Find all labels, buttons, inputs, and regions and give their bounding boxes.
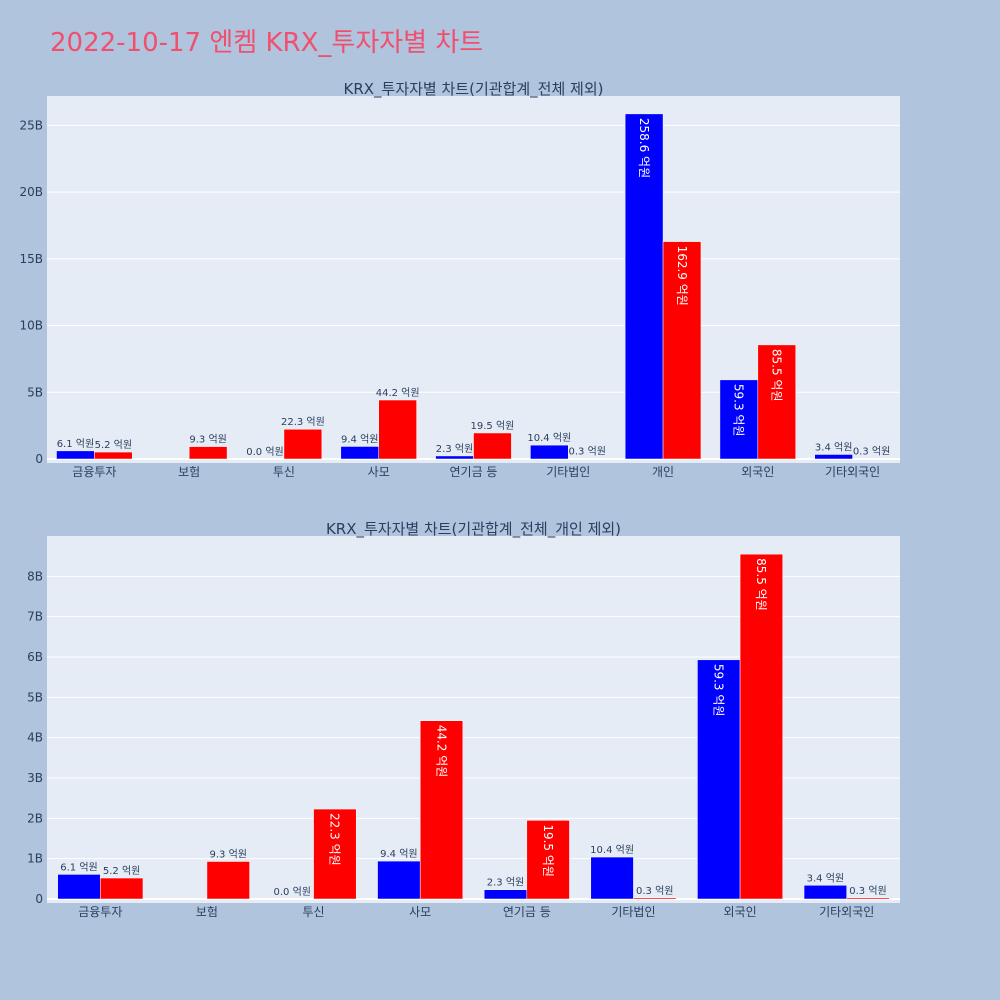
sell-bar [283, 428, 323, 460]
x-tick-label: 기타외국인 [825, 465, 880, 479]
sell-bar [100, 877, 144, 900]
x-tick-label: 연기금 등 [450, 465, 498, 479]
y-tick-label: 1B [27, 852, 43, 866]
x-tick-label: 기타법인 [611, 905, 655, 919]
sell-bar [633, 897, 677, 900]
chart-1: 0 5B 10B 15B 20B 25B KRX_투자자별 차트(기관합계_전체 제외) 금융… [19, 80, 900, 479]
buy-bar [57, 874, 101, 900]
x-tick-label: 사모 [409, 905, 431, 919]
buy-bar [377, 860, 421, 900]
data-label: 22.3 억원 [328, 813, 342, 866]
data-label: 44.2 억원 [434, 725, 448, 778]
data-label: 0.3 억원 [853, 446, 890, 458]
y-tick-label: 25B [19, 118, 43, 132]
data-label: 9.4 억원 [380, 848, 417, 860]
buy-bar [56, 450, 95, 460]
data-label: 9.3 억원 [210, 848, 247, 860]
sell-bar [739, 553, 783, 900]
data-label: 10.4 억원 [590, 844, 634, 856]
y-tick-label: 6B [27, 650, 43, 664]
data-label: 10.4 억원 [527, 432, 571, 444]
data-label: 0.0 억원 [246, 446, 283, 458]
data-label: 59.3 억원 [712, 664, 726, 717]
sell-bar [757, 344, 796, 460]
buy-bar [814, 454, 853, 460]
x-tick-label: 보험 [196, 905, 218, 919]
chart-title: KRX_투자자별 차트(기관합계_전체 제외) [344, 80, 604, 99]
buy-bar [590, 856, 634, 900]
x-tick-label: 투신 [303, 905, 325, 919]
x-tick-label: 기타외국인 [819, 905, 874, 919]
x-tick-label: 투신 [273, 465, 295, 479]
x-tick-label: 기타법인 [546, 465, 590, 479]
data-label: 59.3 억원 [732, 384, 746, 437]
y-tick-label: 7B [27, 610, 43, 624]
x-tick-label: 외국인 [724, 905, 757, 919]
y-tick-label: 10B [19, 319, 43, 333]
x-tick-label: 보험 [178, 465, 200, 479]
sell-bar [378, 399, 417, 460]
buy-bar [719, 379, 759, 460]
chart-title: KRX_투자자별 차트(기관합계_전체_개인 제외) [326, 520, 621, 539]
y-tick-label: 5B [27, 690, 43, 704]
y-tick-label: 2B [27, 811, 43, 825]
buy-bar [624, 113, 664, 460]
x-tick-label: 사모 [368, 465, 390, 479]
data-label: 2.3 억원 [436, 443, 473, 455]
data-label: 162.9 억원 [675, 246, 689, 306]
data-label: 0.3 억원 [849, 885, 886, 897]
y-tick-label: 15B [19, 252, 43, 266]
sell-bar [206, 861, 250, 900]
data-label: 19.5 억원 [541, 824, 555, 877]
data-label: 85.5 억원 [770, 349, 784, 402]
x-tick-label: 금융투자 [72, 465, 116, 479]
page-title: 2022-10-17 엔켐 KRX_투자자별 차트 [50, 28, 484, 58]
data-label: 0.3 억원 [568, 446, 605, 458]
y-tick-label: 8B [27, 569, 43, 583]
data-label: 5.2 억원 [103, 865, 140, 877]
x-tick-label: 연기금 등 [503, 905, 551, 919]
y-tick-label: 3B [27, 771, 43, 785]
data-label: 3.4 억원 [815, 441, 852, 453]
x-tick-label: 금융투자 [78, 905, 122, 919]
data-label: 85.5 억원 [754, 558, 768, 611]
buy-bar [530, 444, 569, 460]
data-label: 2.3 억원 [487, 877, 524, 889]
sell-bar [473, 432, 512, 460]
sell-bar [419, 720, 464, 900]
data-label: 22.3 억원 [281, 416, 325, 428]
data-label: 6.1 억원 [57, 438, 94, 450]
data-label: 5.2 억원 [95, 439, 132, 451]
chart-2: 0 1B 2B 3B 4B 5B 6B 7B 8B KRX_투자자별 차트(기관합계_전체_개인 … [27, 520, 900, 919]
y-tick-label: 5B [27, 385, 43, 399]
y-tick-label: 4B [27, 731, 43, 745]
data-label: 9.4 억원 [341, 433, 378, 445]
sell-bar [188, 446, 228, 460]
y-tick-label: 0 [35, 452, 43, 466]
data-label: 3.4 억원 [807, 872, 844, 884]
data-label: 6.1 억원 [60, 861, 97, 873]
data-label: 44.2 억원 [376, 387, 420, 399]
buy-bar [483, 889, 528, 900]
data-label: 0.3 억원 [636, 885, 673, 897]
x-tick-label: 개인 [652, 465, 674, 479]
buy-bar [697, 659, 741, 900]
data-label: 9.3 억원 [189, 434, 226, 446]
sell-bar [313, 808, 357, 900]
buy-bar [435, 455, 474, 460]
sell-bar [662, 241, 702, 460]
data-label: 19.5 억원 [471, 420, 515, 432]
buy-bar [340, 446, 379, 460]
sell-bar [526, 820, 570, 900]
data-label: 0.0 억원 [273, 886, 310, 898]
data-label: 258.6 억원 [637, 118, 651, 178]
y-tick-label: 0 [35, 892, 43, 906]
sell-bar [94, 451, 133, 460]
x-tick-label: 외국인 [741, 465, 774, 479]
buy-bar [803, 885, 847, 900]
sell-bar [846, 897, 890, 900]
y-tick-label: 20B [19, 185, 43, 199]
